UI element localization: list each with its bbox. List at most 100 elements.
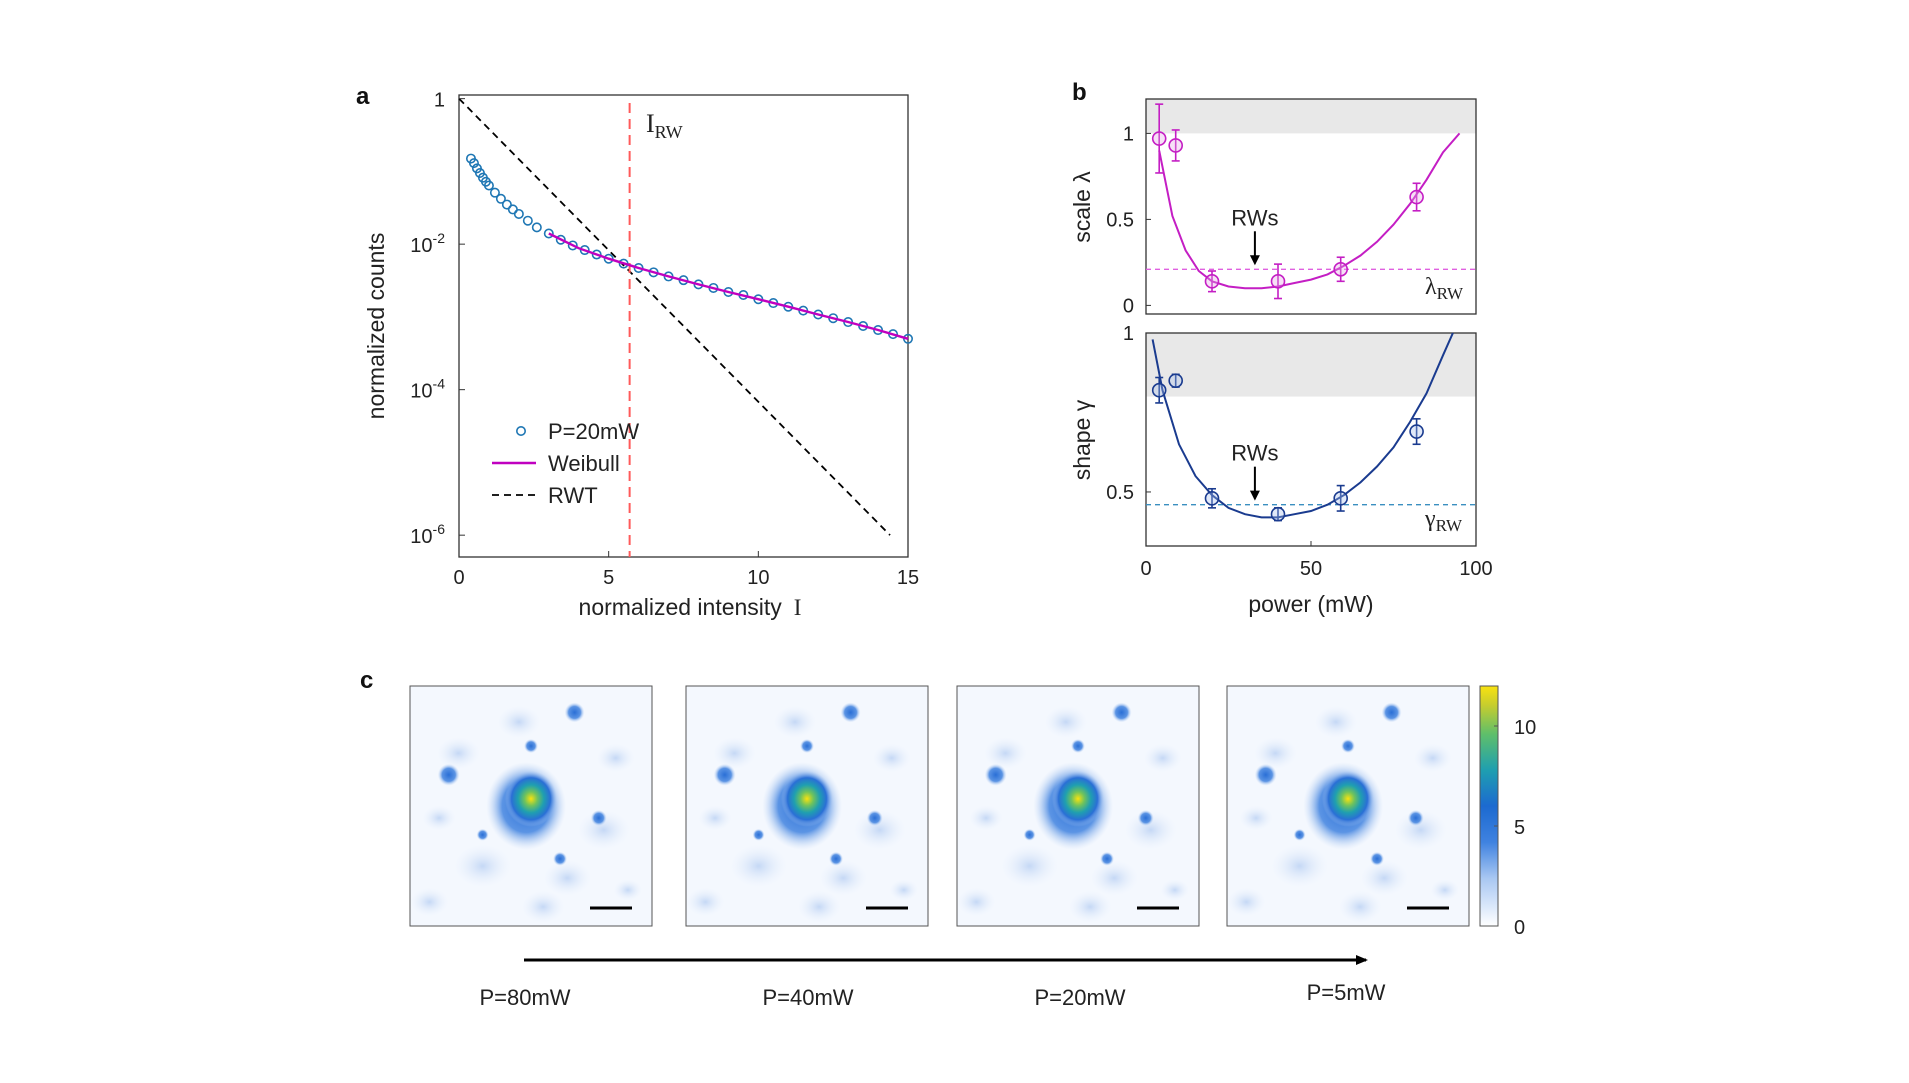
haze-spot (819, 860, 868, 896)
haze-spot (422, 805, 456, 831)
panel-b-bottom-threshold-label: γRW (1424, 506, 1463, 535)
speckle-image (1226, 685, 1470, 927)
y-tick-label: 1 (1123, 123, 1134, 145)
haze-spot (1270, 844, 1329, 888)
haze-spot (773, 705, 817, 739)
x-tick-label: 100 (1459, 558, 1492, 580)
speckle-spot (713, 763, 736, 786)
data-point (468, 158, 479, 169)
data-point (513, 208, 524, 219)
central-hotspot (781, 770, 833, 827)
speckle-spot (1071, 739, 1085, 753)
haze-spot (1239, 805, 1273, 831)
haze-spot (1090, 860, 1139, 896)
panel-a-letter: a (356, 83, 370, 110)
panel-b-letter: b (1072, 79, 1087, 106)
haze-spot (889, 879, 919, 901)
central-hotspot (1322, 770, 1374, 827)
gamma-rw-symbol: γ (1424, 506, 1436, 532)
data-point (1204, 274, 1220, 289)
haze-spot (453, 844, 512, 888)
haze-spot (712, 737, 757, 770)
speckle-spot (840, 702, 861, 723)
data-point (489, 187, 500, 198)
haze-spot (1227, 887, 1266, 917)
panel-a-y-label: normalized counts (363, 233, 389, 420)
x-tick-label: 10 (747, 567, 769, 589)
haze-spot (1068, 890, 1112, 923)
data-point (522, 215, 533, 226)
irw-symbol: I (646, 109, 655, 138)
legend-marker (515, 425, 526, 436)
speckle-spot (984, 763, 1007, 786)
haze-spot (1338, 890, 1382, 923)
colorbar-ticks: 0 5 10 (1494, 717, 1536, 939)
y-tick-label: 0.5 (1106, 209, 1134, 231)
haze-spot (1413, 743, 1452, 773)
haze-spot (969, 805, 1003, 831)
colorbar-gradient (1479, 685, 1499, 927)
panel-a-legend: P=20mW Weibull RWT (492, 419, 639, 508)
data-point (1168, 138, 1183, 153)
haze-spot (521, 890, 565, 923)
lambda-rw-subscript: RW (1437, 284, 1464, 303)
panel-c-power-labels: P=80mW P=40mW P=20mW P=5mW (479, 980, 1385, 1010)
speckle-spot (1293, 828, 1306, 841)
data-point (1204, 491, 1220, 506)
haze-spot (729, 844, 788, 888)
rws-arrow-head (1249, 490, 1260, 501)
panel-c-letter: c (360, 667, 373, 694)
haze-spot (1253, 737, 1297, 770)
haze-spot (1160, 879, 1190, 901)
rwt-line (458, 98, 891, 536)
panel-b-top-rws-label: RWs (1231, 205, 1278, 230)
x-tick-label: 15 (897, 567, 919, 589)
irw-annotation: IRW (646, 109, 683, 142)
panel-b-top-marks (1146, 103, 1476, 300)
panel-b-top-y-ticks: 00.51 (1106, 123, 1151, 317)
data-point (495, 193, 506, 204)
x-tick-label: 50 (1300, 558, 1322, 580)
data-point (1270, 506, 1286, 522)
haze-spot (1124, 810, 1177, 850)
speckle-spot (1341, 739, 1355, 753)
panel-b-bottom-y-label: shape γ (1069, 399, 1095, 480)
speckle-spot (1254, 763, 1277, 786)
speckle-spot (476, 828, 489, 841)
panel-b-bottom-rws-label: RWs (1231, 441, 1278, 466)
irw-subscript: RW (655, 122, 683, 142)
haze-spot (596, 743, 635, 773)
gamma-rw-subscript: RW (1436, 516, 1463, 535)
panel-a-frame (458, 94, 909, 558)
legend-label: P=20mW (548, 419, 639, 444)
speckle-spot (564, 702, 585, 723)
panel-c-images (409, 685, 1470, 927)
haze-spot (543, 860, 592, 896)
y-tick-label: 10-2 (410, 230, 445, 257)
panel-a-x-label-symbol: I (794, 595, 802, 620)
panel-b-bottom-shade (1146, 333, 1476, 397)
haze-spot (1044, 705, 1088, 739)
data-point (591, 249, 602, 260)
panel-b-bottom-x-ticks: 0 50 100 (1140, 541, 1493, 580)
x-tick-label: 0 (1140, 558, 1151, 580)
haze-spot (1394, 810, 1447, 850)
x-tick-label: 0 (453, 567, 464, 589)
fit-curve (1158, 132, 1461, 290)
panel-b-top-shade (1146, 99, 1476, 134)
speckle-spot (524, 739, 538, 753)
haze-spot (797, 890, 841, 923)
data-point (1151, 382, 1167, 398)
power-label: P=5mW (1307, 980, 1386, 1005)
data-point (501, 199, 512, 210)
y-tick-label: 10-4 (410, 376, 445, 403)
panel-a-y-ticks: 1 10-2 10-4 10-6 (410, 90, 465, 548)
y-tick-label: 0.5 (1106, 482, 1134, 504)
colorbar: 0 5 10 (1479, 685, 1536, 939)
haze-spot (1360, 860, 1409, 896)
panel-b-x-label: power (mW) (1248, 591, 1373, 617)
colorbar-tick-label: 0 (1514, 917, 1525, 939)
data-point (1333, 261, 1348, 277)
rws-arrow-head (1249, 255, 1260, 266)
